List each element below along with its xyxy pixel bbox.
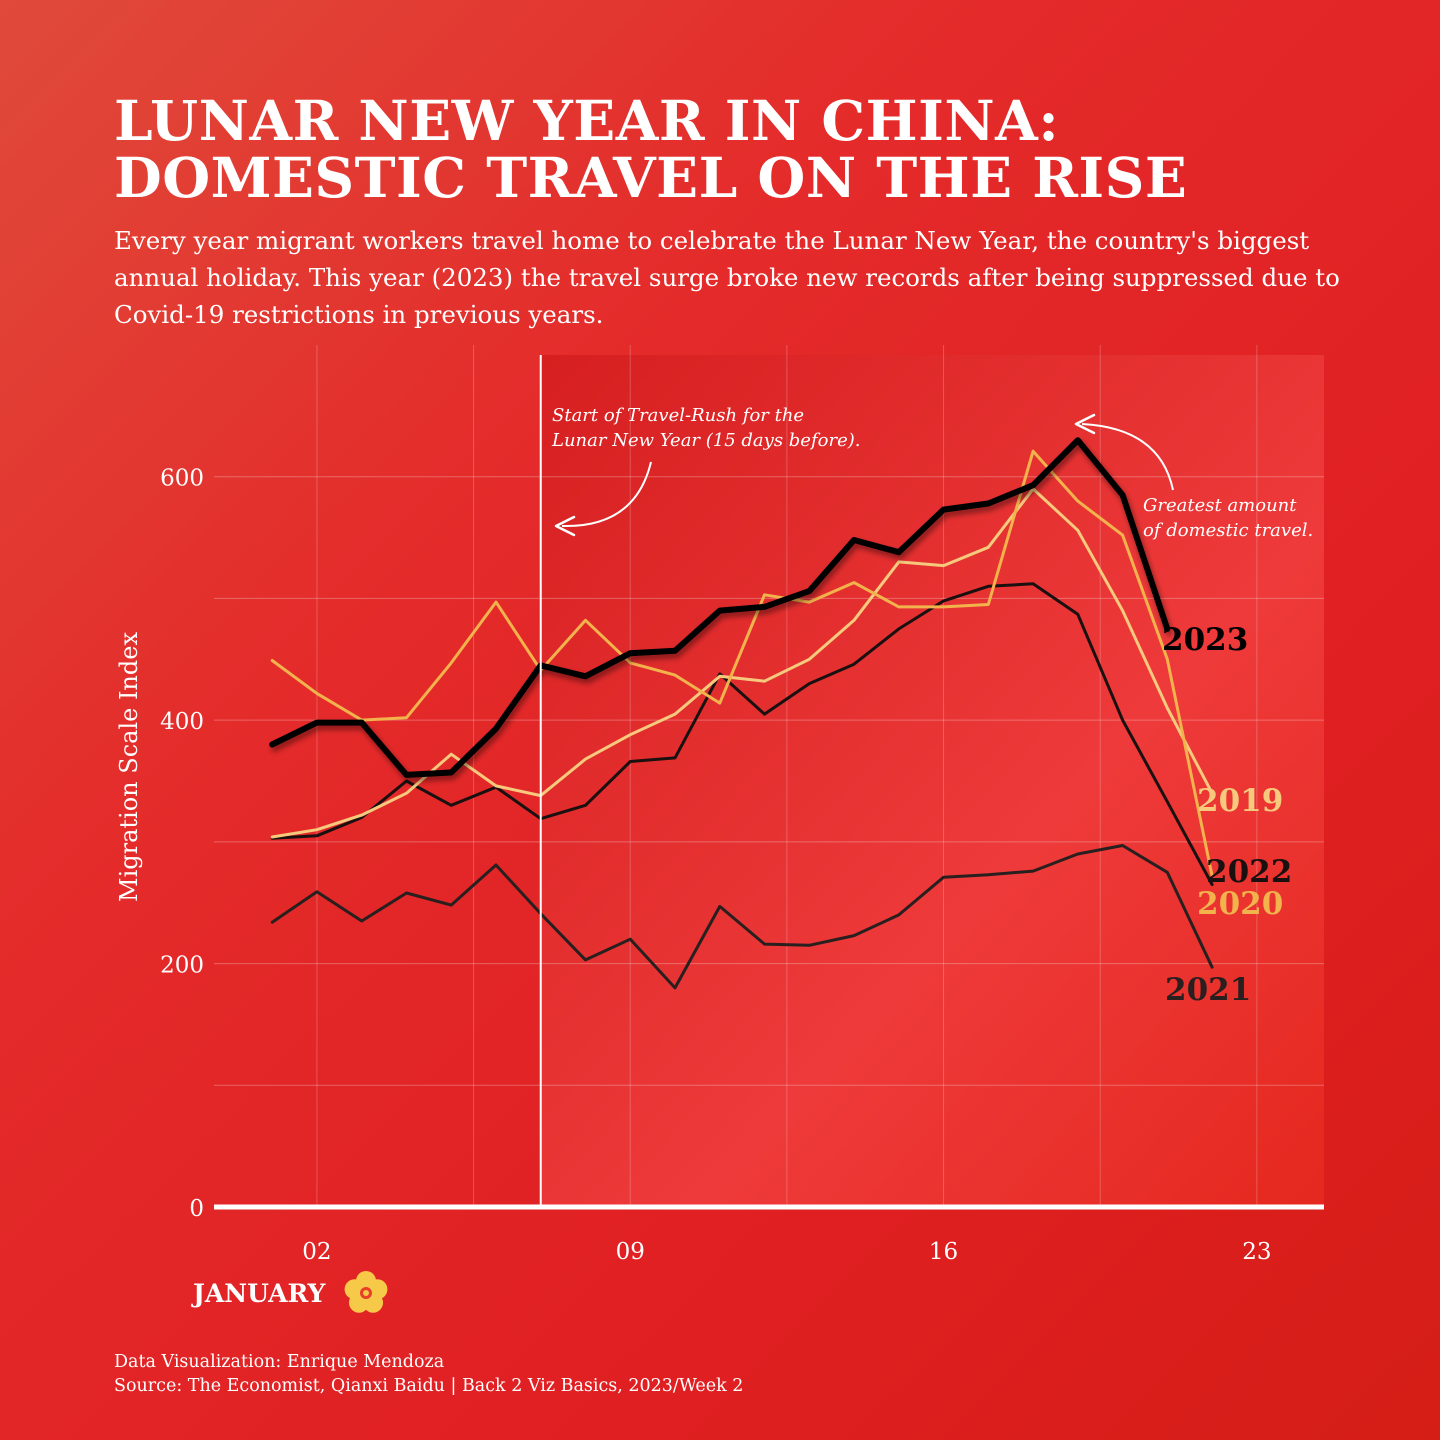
x-tick-label: 02 [302, 1239, 331, 1265]
x-tick-label: 16 [929, 1239, 958, 1265]
series-label-2021: 2021 [1165, 972, 1251, 1008]
series-line-2022 [270, 582, 1214, 886]
series-label-2022: 2022 [1206, 854, 1292, 890]
annotation-travel-rush-line2: Lunar New Year (15 days before). [551, 430, 860, 451]
credit-text: Data Visualization: Enrique Mendoza [114, 1352, 445, 1372]
x-tick-label: 23 [1242, 1239, 1271, 1265]
annotation-peak-line1: Greatest amount [1143, 495, 1297, 516]
y-tick-label: 400 [160, 709, 204, 735]
footer: Data Visualization: Enrique Mendoza Sour… [114, 1350, 743, 1398]
series-line-2023 [269, 437, 1171, 778]
series-line-2020 [270, 449, 1214, 878]
x-axis-label: JANUARY [191, 1279, 327, 1308]
chart-title: LUNAR NEW YEAR IN CHINA: DOMESTIC TRAVEL… [114, 92, 1364, 206]
blossom-petal [344, 1279, 365, 1300]
annotation-peak-arrow [1081, 423, 1174, 491]
chart-subtitle: Every year migrant workers travel home t… [114, 226, 1340, 329]
annotation-travel-rush-line1: Start of Travel-Rush for the [552, 405, 804, 426]
source-text: Source: The Economist, Qianxi Baidu | Ba… [114, 1376, 744, 1396]
series-line-2021 [270, 844, 1214, 990]
annotation-peak-line2: of domestic travel. [1143, 520, 1313, 541]
annotation-travel-rush-arrow [561, 461, 652, 528]
x-tick-label: 09 [616, 1239, 645, 1265]
y-tick-label: 600 [160, 466, 204, 492]
y-tick-label: 200 [160, 953, 204, 979]
series-label-2019: 2019 [1197, 783, 1283, 819]
y-axis-label: Migration Scale Index [115, 632, 143, 902]
title-line-2: DOMESTIC TRAVEL ON THE RISE [114, 145, 1188, 210]
plum-blossom-icon [344, 1271, 388, 1313]
annotation-travel-rush-arrowhead [554, 515, 576, 537]
series-label-2020: 2020 [1197, 886, 1283, 922]
blossom-core [363, 1290, 369, 1296]
series-label-2023: 2023 [1162, 622, 1248, 658]
annotation-peak-arrowhead [1074, 413, 1096, 435]
title-line-1: LUNAR NEW YEAR IN CHINA: [114, 88, 1060, 153]
y-tick-label: 0 [189, 1196, 204, 1222]
